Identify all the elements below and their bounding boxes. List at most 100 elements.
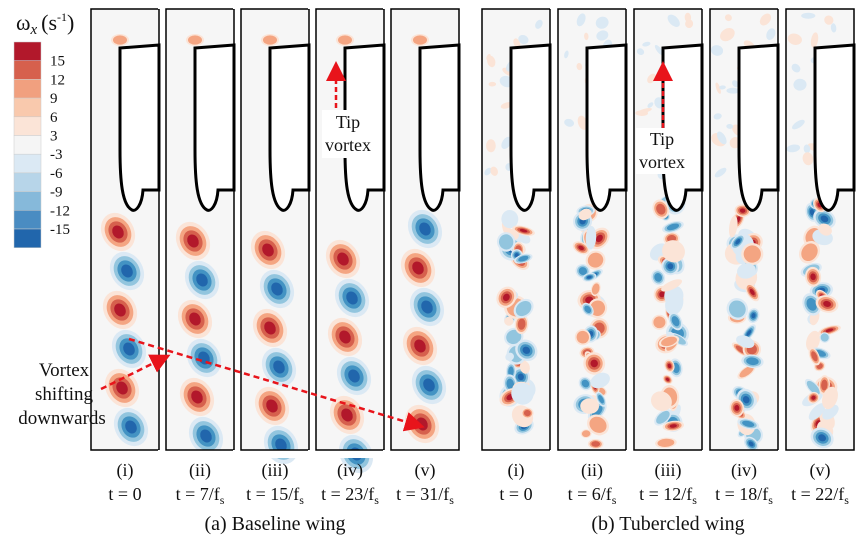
vortex-contour <box>710 45 724 56</box>
panel-frame <box>557 8 627 451</box>
vortex-contour <box>504 316 514 326</box>
vortex-contour <box>726 123 734 129</box>
vortex-contour <box>656 410 670 424</box>
vortex-contour <box>786 144 801 153</box>
colorbar-bin <box>13 79 42 99</box>
vortex-contour <box>820 215 829 223</box>
vortex-contour <box>822 386 838 410</box>
vortex-contour <box>505 352 514 361</box>
panel-time: t = 12/fs <box>639 484 697 507</box>
vortex-contour <box>584 305 592 314</box>
vortex-contour <box>513 38 521 48</box>
vortex-contour <box>484 167 492 176</box>
vortex-contour <box>514 253 519 258</box>
vortex-contour <box>348 369 360 383</box>
panel-frame <box>240 8 310 451</box>
vortex-contour <box>523 409 531 417</box>
vortex-contour <box>650 391 672 412</box>
vortex-contour <box>742 420 755 427</box>
vortex-contour <box>591 441 601 447</box>
vortex-contour <box>590 372 610 389</box>
vortex-contour <box>266 399 278 413</box>
colorbar-tick-label: 6 <box>50 110 58 126</box>
wing-outline <box>193 43 236 212</box>
colorbar-bin <box>13 116 42 136</box>
vortex-label: vortex <box>325 135 371 155</box>
vortex-contour <box>671 316 680 327</box>
vortex-contour <box>737 263 756 279</box>
vortex-contour <box>742 395 750 404</box>
vortex-contour <box>665 377 670 382</box>
panel-frame <box>165 8 235 451</box>
vortex-contour <box>501 136 512 149</box>
vortex-contour <box>506 329 522 345</box>
vortex-contour <box>666 223 680 231</box>
vortex-contour <box>728 215 738 238</box>
vortex-contour <box>423 378 435 392</box>
baseline-caption: (a) Baseline wing <box>204 513 345 535</box>
vortex-contour <box>346 291 358 305</box>
vortex-contour <box>669 424 677 428</box>
vortex-contour <box>187 35 203 45</box>
colorbar-bin <box>13 153 42 174</box>
tubercled-panel-5 <box>778 0 862 458</box>
colorbar-tick-label: -15 <box>50 222 70 238</box>
vortex-contour <box>661 279 683 292</box>
vortex-contour <box>585 226 597 250</box>
vortex-contour <box>806 380 820 395</box>
wing-outline <box>661 43 704 212</box>
vortex-contour <box>591 283 600 295</box>
vortex-contour <box>564 50 569 59</box>
panel-time: t = 7/fs <box>176 484 225 507</box>
vortex-contour <box>196 273 208 287</box>
vortex-contour <box>578 267 588 275</box>
vortex-contour <box>421 300 433 314</box>
wing-outline <box>268 43 311 212</box>
vortex-contour <box>793 78 807 91</box>
vortex-contour <box>662 240 685 263</box>
vortex-contour <box>116 381 128 395</box>
vortex-contour <box>519 228 528 233</box>
vortex-contour <box>412 35 428 45</box>
vortex-contour <box>714 167 727 178</box>
vortex-contour <box>275 438 287 452</box>
vortex-contour <box>824 15 834 25</box>
vortex-contour <box>806 330 821 352</box>
vortex-contour <box>590 359 598 368</box>
vortex-contour <box>262 243 274 257</box>
panel-time: t = 6/fs <box>568 484 617 507</box>
vortex-contour <box>808 403 826 421</box>
panel-time: t = 15/fs <box>246 484 304 507</box>
vortex-contour <box>739 366 754 378</box>
vortex-contour <box>642 41 651 47</box>
vortex-contour <box>598 394 604 404</box>
panel-frame <box>90 8 160 451</box>
shift-label-1: Vortex <box>39 360 90 381</box>
vortex-contour <box>636 48 645 56</box>
tubercled-panel-4 <box>702 0 786 458</box>
wing-outline <box>118 43 161 212</box>
vortex-contour <box>578 245 584 251</box>
vortex-contour <box>766 28 776 40</box>
vortex-contour <box>273 360 285 374</box>
vortex-label: vortex <box>639 152 685 172</box>
baseline-panel-1 <box>83 0 167 458</box>
vortex-contour <box>486 139 496 153</box>
vortex-contour <box>517 318 526 330</box>
vortex-contour <box>339 330 351 344</box>
vortex-contour <box>112 225 124 239</box>
vortex-contour <box>791 63 801 73</box>
vortex-contour <box>719 85 726 90</box>
panel-index: (iv) <box>337 460 363 481</box>
vortex-contour <box>125 420 137 434</box>
tubercled-panel-3 <box>626 0 710 458</box>
vortex-contour <box>736 335 755 349</box>
panel-time: t = 0 <box>108 484 141 504</box>
vortex-contour <box>522 346 531 354</box>
vortex-contour <box>581 379 590 388</box>
vortex-contour <box>823 300 831 307</box>
panel-index: (iii) <box>262 460 289 481</box>
vortex-contour <box>488 81 497 87</box>
vortex-contour <box>337 252 349 266</box>
vortex-contour <box>825 328 834 333</box>
